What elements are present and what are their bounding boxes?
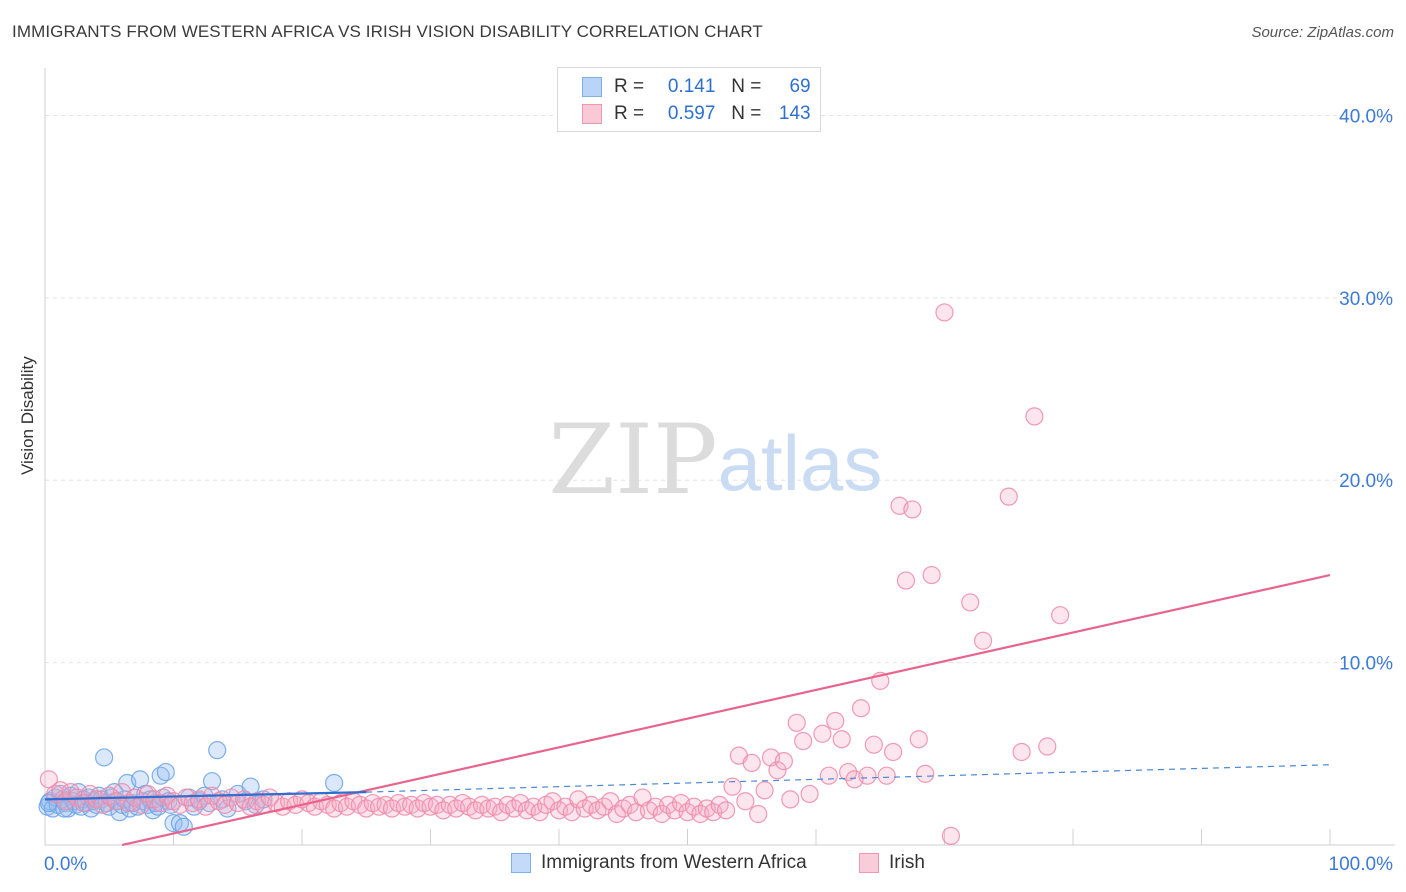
point-irish	[839, 762, 858, 782]
point-irish	[922, 565, 941, 585]
legend-label: Immigrants from Western Africa	[541, 852, 807, 873]
point-irish	[781, 790, 800, 809]
point-irish	[916, 764, 935, 783]
point-western-africa	[164, 814, 183, 833]
point-irish	[883, 742, 903, 762]
trend-line-irish	[121, 574, 1331, 847]
point-irish	[973, 631, 993, 650]
point-irish	[1051, 606, 1070, 625]
legend-swatch-blue	[582, 77, 602, 97]
watermark: ZIP atlas	[548, 404, 882, 516]
point-irish	[935, 303, 954, 322]
r-label: R =	[614, 103, 645, 124]
axes	[44, 68, 1395, 846]
point-irish	[755, 781, 774, 800]
point-irish	[819, 766, 838, 785]
chart-title: IMMIGRANTS FROM WESTERN AFRICA VS IRISH …	[12, 22, 763, 41]
point-irish	[999, 487, 1018, 506]
point-western-africa	[156, 762, 175, 782]
n-label: N =	[731, 76, 762, 97]
point-irish	[877, 766, 896, 785]
source-label: Source: ZipAtlas.com	[1251, 24, 1394, 41]
legend-item-irish[interactable]: Irish	[859, 852, 925, 874]
watermark-atlas: atlas	[718, 419, 883, 507]
y-tick-label: 10.0%	[1339, 654, 1393, 675]
stats-legend-row-western-africa: R = 0.141 N = 69	[582, 74, 811, 100]
point-irish	[742, 753, 761, 773]
series-legend: Immigrants from Western Africa Irish	[0, 852, 1406, 878]
tick-labels: 10.0% 20.0% 30.0% 40.0% 0.0% 100.0%	[44, 106, 1393, 875]
legend-label: Irish	[889, 852, 925, 873]
point-western-africa	[202, 772, 222, 791]
point-irish	[864, 735, 883, 754]
stats-legend: R = 0.141 N = 69 R = 0.597 N = 143	[557, 67, 821, 132]
point-irish	[813, 724, 832, 743]
point-irish	[800, 784, 819, 804]
trend-line-western-africa	[44, 791, 367, 801]
legend-item-western-africa[interactable]: Immigrants from Western Africa	[511, 852, 807, 874]
trend-line-western-africa-extension	[366, 764, 1331, 793]
point-irish	[787, 713, 806, 732]
y-tick-label: 40.0%	[1339, 106, 1393, 127]
point-western-africa	[325, 773, 344, 793]
point-irish	[749, 804, 768, 824]
point-irish	[826, 711, 845, 731]
n-value: 143	[778, 103, 811, 124]
stats-legend-row-irish: R = 0.597 N = 143	[582, 101, 811, 127]
point-irish	[768, 761, 787, 780]
point-irish	[909, 730, 928, 749]
point-irish	[794, 731, 813, 751]
point-irish	[961, 593, 980, 612]
r-value: 0.597	[667, 103, 716, 124]
point-irish	[896, 571, 916, 590]
point-irish	[716, 801, 736, 820]
n-value: 69	[789, 76, 811, 97]
x-tick-label: 0.0%	[44, 854, 87, 875]
y-tick-label: 30.0%	[1339, 289, 1393, 310]
watermark-zip: ZIP	[548, 404, 717, 516]
point-irish	[736, 792, 755, 811]
point-irish	[858, 766, 877, 785]
point-western-africa	[208, 741, 227, 760]
y-tick-label: 20.0%	[1339, 471, 1393, 492]
point-irish	[1038, 737, 1057, 756]
point-irish	[723, 777, 742, 796]
point-irish	[903, 500, 922, 519]
x-tick-label: 100.0%	[1329, 854, 1394, 875]
trend-lines	[44, 574, 1331, 847]
point-irish	[1025, 407, 1044, 426]
point-irish	[774, 752, 793, 771]
point-western-africa	[95, 748, 114, 767]
legend-swatch-pink	[859, 853, 879, 873]
n-label: N =	[731, 103, 762, 124]
point-irish	[1012, 742, 1031, 762]
point-irish	[941, 826, 961, 845]
point-irish	[530, 803, 549, 822]
legend-swatch-pink	[582, 104, 602, 124]
point-irish	[56, 792, 75, 811]
point-irish	[851, 699, 871, 718]
r-value: 0.141	[667, 76, 716, 97]
point-irish	[832, 730, 851, 749]
r-label: R =	[614, 76, 645, 97]
points	[38, 303, 1070, 845]
legend-swatch-blue	[511, 853, 531, 873]
